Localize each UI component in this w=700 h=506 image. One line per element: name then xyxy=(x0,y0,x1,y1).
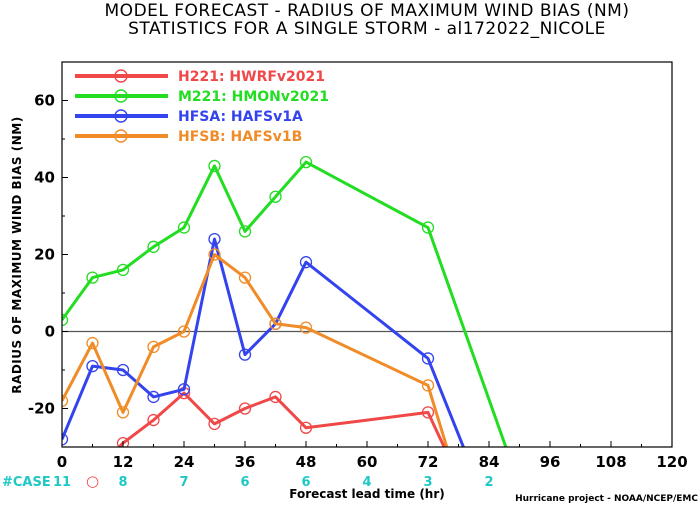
series-1-point xyxy=(147,240,160,253)
case-count-value: 8 xyxy=(118,475,127,490)
x-tick-label: 24 xyxy=(174,453,195,471)
series-3-point xyxy=(269,317,282,330)
x-tick-label: 96 xyxy=(540,453,561,471)
series-2-point xyxy=(86,359,99,373)
credit-text: Hurricane project - NOAA/NCEP/EMC xyxy=(515,494,698,504)
series-line-3 xyxy=(62,253,449,447)
series-0-point xyxy=(299,421,313,434)
y-tick-label: 40 xyxy=(34,169,55,187)
case-count-value: 6 xyxy=(240,475,249,490)
legend-label-3: HFSB: HAFSv1B xyxy=(178,129,302,145)
series-3-point xyxy=(86,336,99,350)
series-0-point xyxy=(208,417,221,431)
series-1-point xyxy=(208,159,221,173)
series-2-point xyxy=(147,390,160,404)
series-0-point xyxy=(421,406,435,419)
x-tick-label: 36 xyxy=(235,453,256,471)
series-3-point xyxy=(421,379,435,392)
y-tick-label: -20 xyxy=(28,400,55,418)
series-1-point xyxy=(514,480,525,491)
series-3-point xyxy=(147,340,160,354)
legend-marker-2 xyxy=(114,109,128,123)
series-line-1 xyxy=(62,160,508,447)
series-1-point xyxy=(299,155,313,169)
series-1-point xyxy=(238,225,252,238)
y-tick-label: 20 xyxy=(34,246,55,264)
case-count-value: 2 xyxy=(484,475,493,490)
series-2-point xyxy=(473,480,484,491)
series-2-point xyxy=(177,383,191,396)
series-3-point xyxy=(62,394,69,407)
series-2-point xyxy=(208,232,221,246)
x-tick-label: 12 xyxy=(113,453,134,471)
plot-frame xyxy=(61,61,673,448)
legend-marker-0 xyxy=(114,69,128,83)
x-tick-label: 84 xyxy=(479,453,500,471)
series-line-2 xyxy=(62,237,466,447)
series-group xyxy=(62,155,525,491)
series-3-point xyxy=(453,480,464,491)
legend-label-2: HFSA: HAFSv1A xyxy=(178,109,303,125)
series-1-point xyxy=(86,271,99,284)
series-2-point xyxy=(116,363,130,377)
series-3-point xyxy=(299,321,313,334)
case-count-value: 11 xyxy=(53,475,71,490)
case-count-value: 6 xyxy=(301,475,310,490)
series-1-point xyxy=(269,190,282,203)
case-count-value: 3 xyxy=(423,475,432,490)
x-tick-label: 108 xyxy=(595,453,626,471)
legend-marker-1 xyxy=(114,89,128,103)
chart-title-line2: STATISTICS FOR A SINGLE STORM - al172022… xyxy=(128,19,606,39)
series-0-point xyxy=(147,413,160,427)
series-0-point xyxy=(116,437,130,447)
chart-title-line1: MODEL FORECAST - RADIUS OF MAXIMUM WIND … xyxy=(105,1,630,21)
x-axis-label: Forecast lead time (hr) xyxy=(289,487,445,501)
series-2-point xyxy=(238,348,252,361)
x-tick-label: 120 xyxy=(656,453,687,471)
series-2-point xyxy=(421,352,435,365)
series-0-point xyxy=(238,402,252,415)
case-count-value: 7 xyxy=(179,475,188,490)
x-tick-label: 48 xyxy=(296,453,317,471)
legend-marker-3 xyxy=(114,129,128,143)
series-0-point xyxy=(269,390,282,404)
series-3-point xyxy=(208,248,221,261)
y-tick-label: 0 xyxy=(45,323,55,341)
series-1-point xyxy=(421,221,435,234)
x-tick-label: 72 xyxy=(418,453,439,471)
series-line-0 xyxy=(117,391,446,447)
series-1-point xyxy=(62,313,69,327)
series-1-point xyxy=(116,263,130,277)
case-count-value: 4 xyxy=(362,475,371,490)
y-axis-label: RADIUS OF MAXIMUM WIND BIAS (NM) xyxy=(10,116,24,393)
y-tick-label: 60 xyxy=(34,92,55,110)
series-0-point xyxy=(453,472,464,483)
series-3-point xyxy=(116,406,130,419)
series-3-point xyxy=(238,271,252,284)
series-2-point xyxy=(62,433,69,446)
case-count-label: #CASE xyxy=(2,475,51,490)
legend-label-0: H221: HWRFv2021 xyxy=(178,69,325,85)
legend-label-1: M221: HMONv2021 xyxy=(178,89,329,105)
series-2-point xyxy=(299,256,313,269)
case-count-value: ○ xyxy=(86,472,99,490)
series-1-point xyxy=(177,221,191,234)
x-tick-label: 60 xyxy=(357,453,378,471)
series-3-point xyxy=(177,325,191,338)
x-tick-label: 0 xyxy=(57,453,67,471)
